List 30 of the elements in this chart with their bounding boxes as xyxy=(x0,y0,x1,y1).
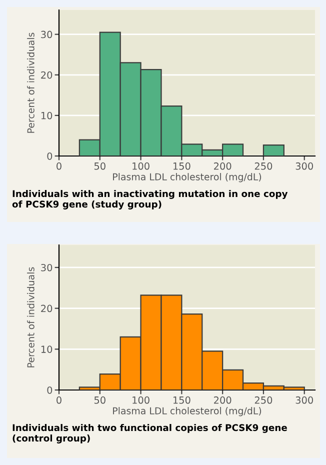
y-tick-label: 30 xyxy=(41,264,52,272)
y-tick-label: 30 xyxy=(41,30,52,38)
x-tick-label: 100 xyxy=(132,396,150,404)
x-tick-label: 0 xyxy=(56,162,62,170)
text: (control group) xyxy=(12,434,90,444)
x-tick-label: 50 xyxy=(94,396,106,404)
text: Individuals with two functional copies of PCSK9 gene xyxy=(12,424,287,433)
x-tick-label: 200 xyxy=(214,396,232,404)
y-tick-label: 0 xyxy=(47,152,52,160)
x-tick-label: 300 xyxy=(296,162,313,170)
y-axis-title: Percent of individuals xyxy=(27,267,34,368)
y-tick-label: 10 xyxy=(41,112,52,120)
x-axis-title: Plasma LDL cholesterol (mg/dL) xyxy=(113,407,262,416)
x-tick-label: 150 xyxy=(173,162,190,170)
x-axis-title: Plasma LDL cholesterol (mg/dL) xyxy=(113,173,262,182)
y-tick-label: 20 xyxy=(41,304,52,312)
x-tick-label: 250 xyxy=(254,162,272,170)
x-tick-label: 200 xyxy=(214,162,232,170)
text: Individuals with an inactivating mutation in one copy xyxy=(12,190,288,199)
x-tick-label: 50 xyxy=(94,162,106,170)
text: of PCSK9 gene (study group) xyxy=(12,200,162,210)
y-axis-title: Percent of individuals xyxy=(27,32,34,133)
x-tick-label: 300 xyxy=(296,396,313,404)
y-tick-label: 10 xyxy=(41,346,52,353)
x-tick-label: 0 xyxy=(56,396,62,404)
x-tick-label: 150 xyxy=(173,396,190,404)
y-tick-label: 20 xyxy=(41,71,52,79)
x-tick-label: 250 xyxy=(254,396,272,404)
y-tick-label: 0 xyxy=(47,386,52,394)
x-tick-label: 100 xyxy=(132,162,150,170)
